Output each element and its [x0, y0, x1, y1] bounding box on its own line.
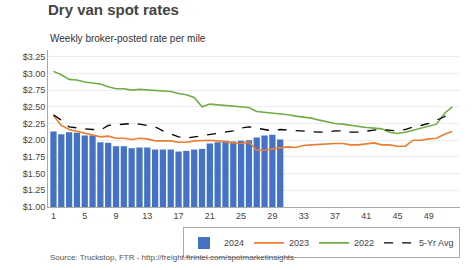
svg-text:$2.75: $2.75 [23, 85, 46, 95]
svg-text:$1.25: $1.25 [23, 185, 46, 195]
svg-text:$3.00: $3.00 [23, 69, 46, 79]
svg-text:13: 13 [142, 211, 152, 221]
svg-text:2022: 2022 [354, 238, 374, 248]
svg-text:17: 17 [174, 211, 184, 221]
svg-text:Source: Truckstop, FTR - http:: Source: Truckstop, FTR - http://freight.… [50, 253, 294, 262]
svg-text:2024: 2024 [224, 238, 244, 248]
svg-text:$2.25: $2.25 [23, 119, 46, 129]
svg-text:49: 49 [424, 211, 434, 221]
svg-text:41: 41 [361, 211, 371, 221]
svg-text:33: 33 [299, 211, 309, 221]
svg-text:45: 45 [392, 211, 402, 221]
svg-text:29: 29 [267, 211, 277, 221]
svg-text:Dry van spot rates: Dry van spot rates [48, 1, 179, 18]
svg-text:37: 37 [330, 211, 340, 221]
svg-text:5: 5 [82, 211, 87, 221]
svg-text:2023: 2023 [289, 238, 309, 248]
svg-text:$1.75: $1.75 [23, 152, 46, 162]
svg-text:Weekly broker-posted rate per: Weekly broker-posted rate per mile [50, 33, 206, 44]
svg-text:$2.00: $2.00 [23, 135, 46, 145]
svg-text:9: 9 [114, 211, 119, 221]
svg-text:$3.25: $3.25 [23, 52, 46, 62]
svg-text:$1.50: $1.50 [23, 169, 46, 179]
svg-text:$2.50: $2.50 [23, 102, 46, 112]
svg-text:1: 1 [51, 211, 56, 221]
svg-text:25: 25 [236, 211, 246, 221]
svg-text:$1.00: $1.00 [23, 202, 46, 212]
svg-text:21: 21 [205, 211, 215, 221]
svg-text:5-Yr Avg: 5-Yr Avg [419, 238, 453, 248]
